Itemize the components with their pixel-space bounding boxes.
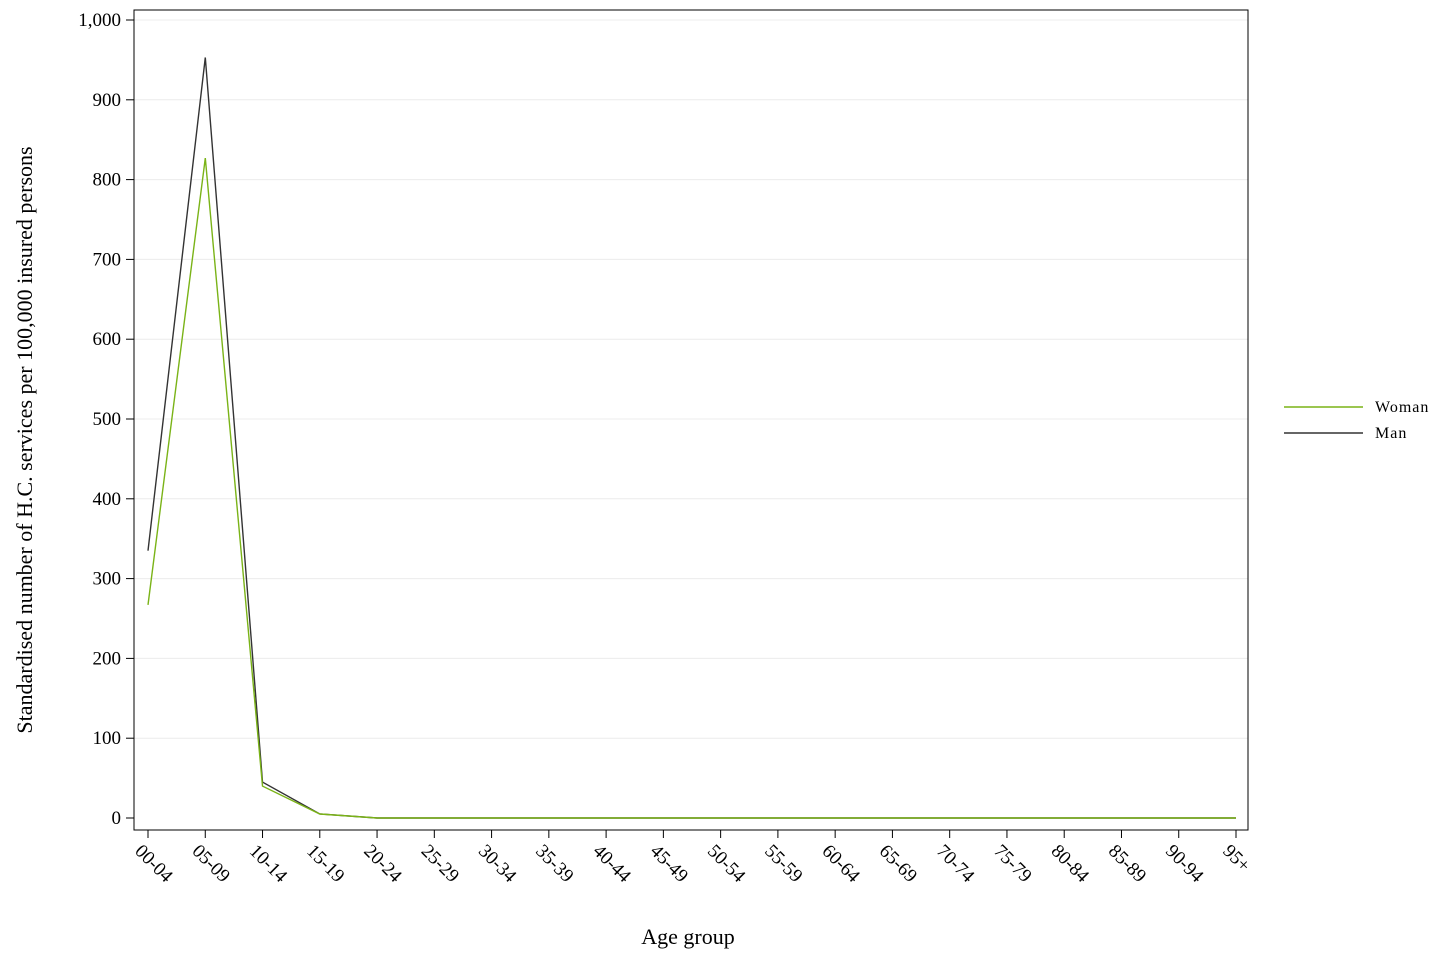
series-line-woman: [147, 158, 1236, 819]
y-tick-label: 700: [93, 249, 122, 270]
y-tick-label: 400: [93, 489, 122, 510]
y-tick-label: 300: [93, 569, 122, 590]
x-tick-label: 45-49: [646, 841, 692, 887]
y-tick-label: 1,000: [78, 10, 121, 31]
x-tick-label: 40-44: [589, 841, 636, 888]
y-tick-label: 600: [93, 329, 122, 350]
x-tick-label: 80-84: [1047, 841, 1094, 888]
y-axis: 0 100 200 300 400 500 600 700 800 900 1,000: [78, 10, 134, 829]
legend-label-woman: Woman: [1375, 399, 1429, 416]
x-tick-label: 60-64: [818, 841, 865, 888]
x-tick-label: 95+: [1218, 841, 1254, 877]
y-tick-label: 500: [93, 409, 122, 430]
series-lines: [147, 57, 1236, 819]
x-axis: 00-04 05-09 10-14 15-19 20-24 25-29 30-34 35-39…: [130, 830, 1254, 887]
gridlines: [134, 19, 1248, 739]
y-tick-label: 100: [93, 728, 122, 749]
x-tick-label: 05-09: [188, 841, 234, 887]
x-tick-label: 75-79: [989, 841, 1035, 887]
x-tick-label: 70-74: [932, 841, 979, 888]
x-tick-label: 90-94: [1161, 841, 1208, 888]
x-axis-title: Age group: [641, 924, 734, 949]
x-tick-label: 25-29: [417, 841, 463, 887]
y-tick-label: 200: [93, 648, 122, 669]
x-tick-label: 10-14: [245, 841, 292, 888]
x-tick-label: 55-59: [760, 841, 806, 887]
legend: Woman Man: [1284, 399, 1429, 442]
y-tick-label: 900: [93, 90, 122, 111]
x-tick-label: 65-69: [875, 841, 921, 887]
x-tick-label: 30-34: [474, 841, 521, 888]
series-line-man: [147, 57, 1236, 819]
x-tick-label: 20-24: [360, 841, 407, 888]
y-tick-label: 0: [112, 808, 122, 829]
x-tick-label: 15-19: [302, 841, 348, 887]
x-tick-label: 85-89: [1104, 841, 1150, 887]
legend-label-man: Man: [1375, 425, 1407, 442]
x-tick-label: 00-04: [130, 841, 177, 888]
y-tick-label: 800: [93, 170, 122, 191]
plot-frame: [133, 9, 1249, 831]
x-tick-label: 50-54: [703, 841, 750, 888]
y-axis-title: Standardised number of H.C. services per…: [12, 146, 37, 733]
x-tick-label: 35-39: [531, 841, 577, 887]
